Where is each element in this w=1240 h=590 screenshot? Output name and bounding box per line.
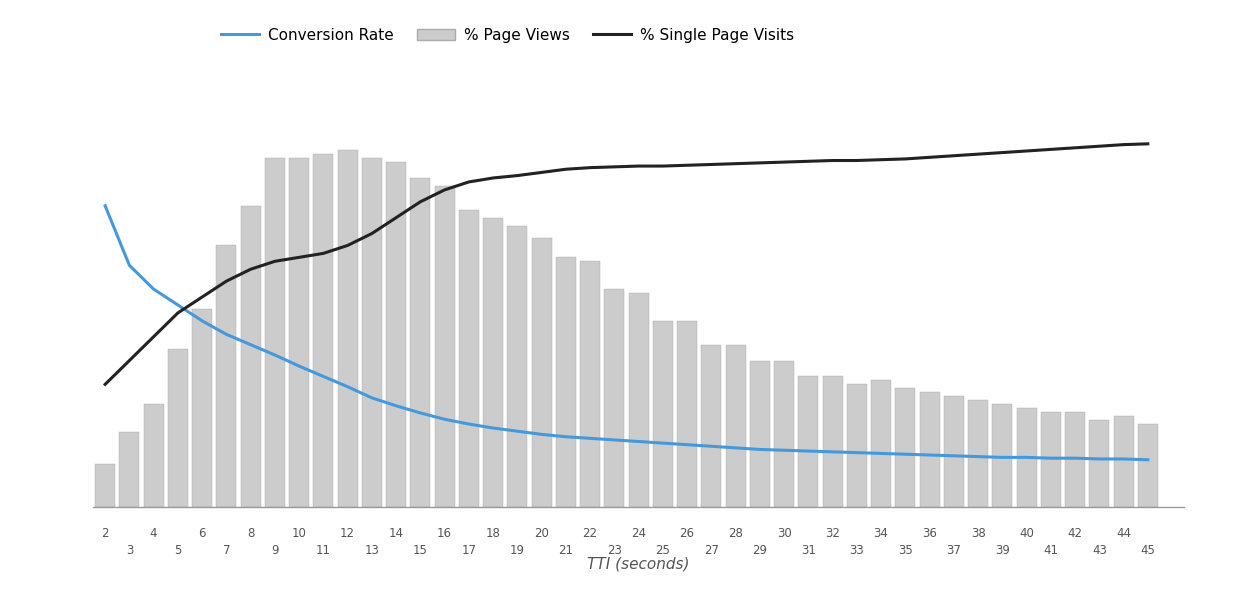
Text: 16: 16	[438, 527, 453, 540]
Bar	[799, 376, 818, 507]
Text: 38: 38	[971, 527, 986, 540]
Bar	[822, 376, 842, 507]
Bar	[702, 345, 722, 507]
Bar	[314, 154, 334, 507]
Text: 44: 44	[1116, 527, 1131, 540]
Text: 12: 12	[340, 527, 355, 540]
Text: 26: 26	[680, 527, 694, 540]
Bar	[1065, 412, 1085, 507]
Text: 22: 22	[583, 527, 598, 540]
Text: 35: 35	[898, 543, 913, 556]
Bar	[386, 162, 405, 507]
Text: 18: 18	[486, 527, 501, 540]
Bar	[1040, 412, 1060, 507]
Bar	[119, 432, 139, 507]
Bar	[459, 209, 479, 507]
Bar	[725, 345, 745, 507]
Text: 14: 14	[388, 527, 403, 540]
Bar	[992, 404, 1012, 507]
Text: 33: 33	[849, 543, 864, 556]
Text: 3: 3	[125, 543, 133, 556]
Bar	[556, 257, 575, 507]
Bar	[944, 396, 963, 507]
Text: 21: 21	[558, 543, 573, 556]
Bar	[1114, 416, 1133, 507]
Bar	[750, 360, 770, 507]
Text: 32: 32	[825, 527, 839, 540]
Text: 36: 36	[923, 527, 937, 540]
Text: 6: 6	[198, 527, 206, 540]
Bar	[362, 158, 382, 507]
Bar	[580, 261, 600, 507]
Bar	[1090, 420, 1110, 507]
Text: 34: 34	[874, 527, 889, 540]
Text: 45: 45	[1141, 543, 1156, 556]
Text: 23: 23	[606, 543, 621, 556]
Bar	[1017, 408, 1037, 507]
Text: 24: 24	[631, 527, 646, 540]
Text: 29: 29	[753, 543, 768, 556]
Bar	[653, 321, 673, 507]
Text: 43: 43	[1092, 543, 1107, 556]
Bar	[144, 404, 164, 507]
Text: 10: 10	[291, 527, 306, 540]
Bar	[95, 464, 115, 507]
Bar	[968, 400, 988, 507]
Bar	[167, 349, 187, 507]
Text: 27: 27	[704, 543, 719, 556]
Bar	[289, 158, 309, 507]
Text: 31: 31	[801, 543, 816, 556]
Text: 8: 8	[247, 527, 254, 540]
Text: 40: 40	[1019, 527, 1034, 540]
Text: 37: 37	[946, 543, 961, 556]
Bar	[435, 186, 455, 507]
Text: 39: 39	[994, 543, 1009, 556]
Bar	[920, 392, 940, 507]
Text: 5: 5	[174, 543, 181, 556]
Bar	[847, 384, 867, 507]
Bar	[895, 388, 915, 507]
Text: 11: 11	[316, 543, 331, 556]
Text: 7: 7	[223, 543, 231, 556]
X-axis label: TTI (seconds): TTI (seconds)	[588, 557, 689, 572]
Bar	[677, 321, 697, 507]
Text: 2: 2	[102, 527, 109, 540]
Text: 19: 19	[510, 543, 525, 556]
Bar	[774, 360, 794, 507]
Bar	[604, 289, 624, 507]
Text: 20: 20	[534, 527, 549, 540]
Text: 17: 17	[461, 543, 476, 556]
Bar	[265, 158, 285, 507]
Text: 9: 9	[272, 543, 279, 556]
Bar	[484, 218, 503, 507]
Text: 28: 28	[728, 527, 743, 540]
Text: 30: 30	[776, 527, 791, 540]
Text: 25: 25	[656, 543, 671, 556]
Bar	[241, 206, 260, 507]
Bar	[1138, 424, 1158, 507]
Text: 13: 13	[365, 543, 379, 556]
Y-axis label: % Single Page Visits: % Single Page Visits	[0, 219, 14, 359]
Text: 15: 15	[413, 543, 428, 556]
Bar	[337, 150, 357, 507]
Bar	[217, 245, 237, 507]
Bar	[872, 381, 892, 507]
Bar	[507, 225, 527, 507]
Text: 41: 41	[1043, 543, 1058, 556]
Bar	[410, 178, 430, 507]
Bar	[192, 309, 212, 507]
Text: 4: 4	[150, 527, 157, 540]
Text: 42: 42	[1068, 527, 1083, 540]
Bar	[532, 238, 552, 507]
Legend: Conversion Rate, % Page Views, % Single Page Visits: Conversion Rate, % Page Views, % Single …	[215, 22, 801, 49]
Bar	[629, 293, 649, 507]
